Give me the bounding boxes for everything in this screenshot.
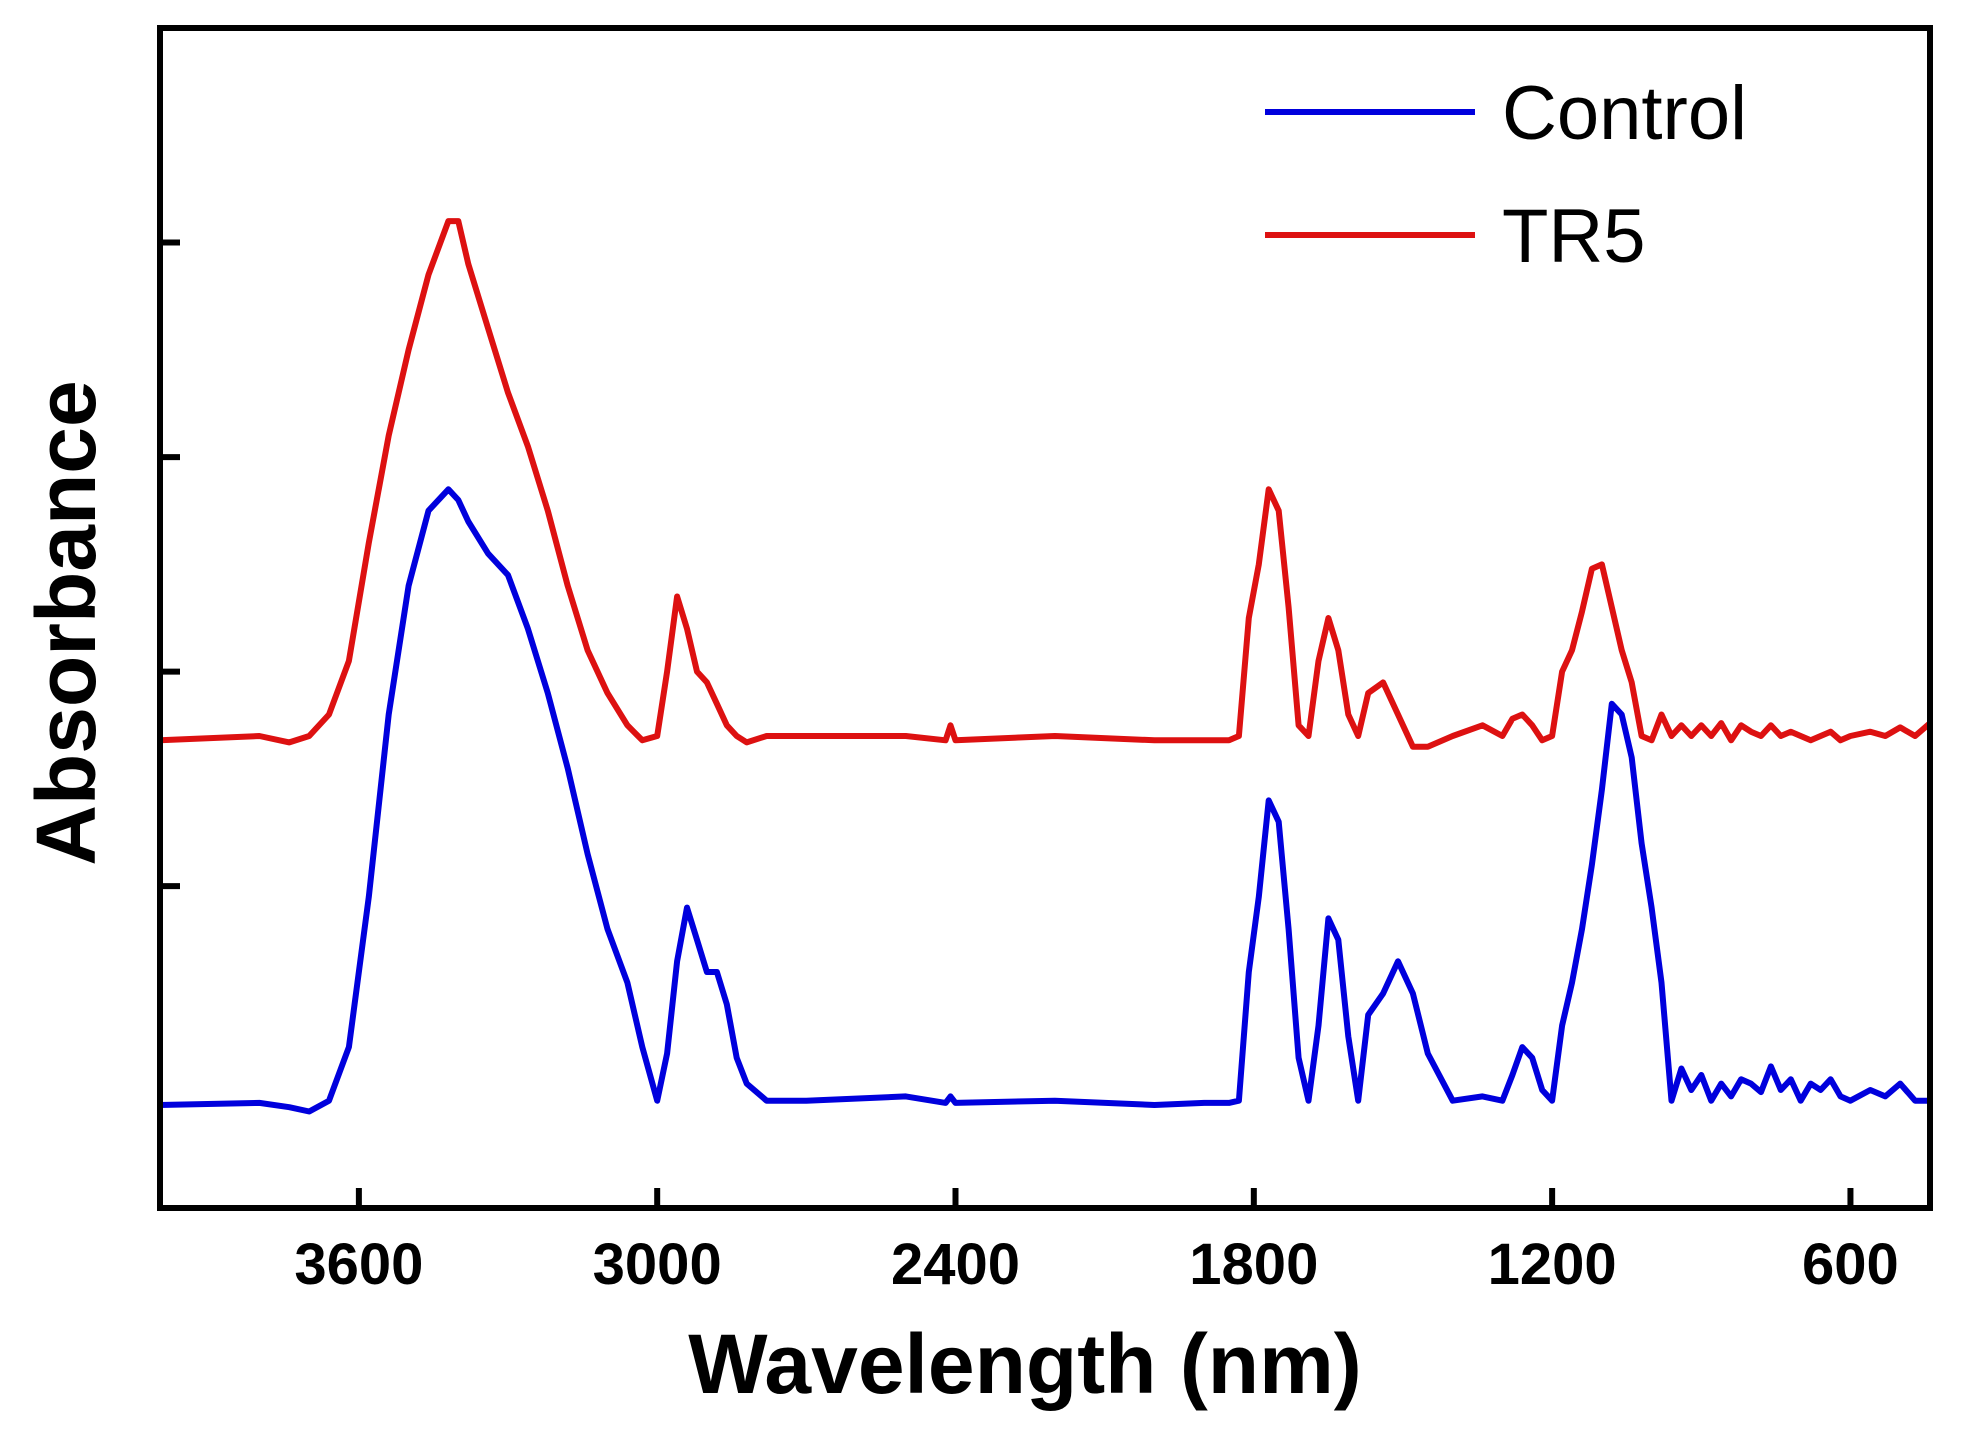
legend-label-control: Control [1502, 71, 1747, 156]
plot-area [160, 218, 1930, 1115]
legend: Control TR5 [1265, 71, 1747, 279]
series-line-control [160, 486, 1930, 1115]
x-tick-label: 3600 [294, 1232, 423, 1297]
x-tick-label: 600 [1802, 1232, 1899, 1297]
x-tick-label: 1200 [1488, 1232, 1617, 1297]
legend-label-tr5: TR5 [1502, 194, 1646, 279]
series-line-tr5 [160, 218, 1930, 750]
x-tick-label: 3000 [593, 1232, 722, 1297]
axes: 3600 3000 2400 1800 1200 600 Wavelength (nm) Ab… [19, 25, 1933, 1411]
x-axis-title: Wavelength (nm) [688, 1317, 1362, 1411]
x-tick-label: 1800 [1189, 1232, 1318, 1297]
x-tick-label: 2400 [891, 1232, 1020, 1297]
y-axis-title: Absorbance [19, 380, 113, 865]
plot-frame [157, 25, 1933, 1211]
